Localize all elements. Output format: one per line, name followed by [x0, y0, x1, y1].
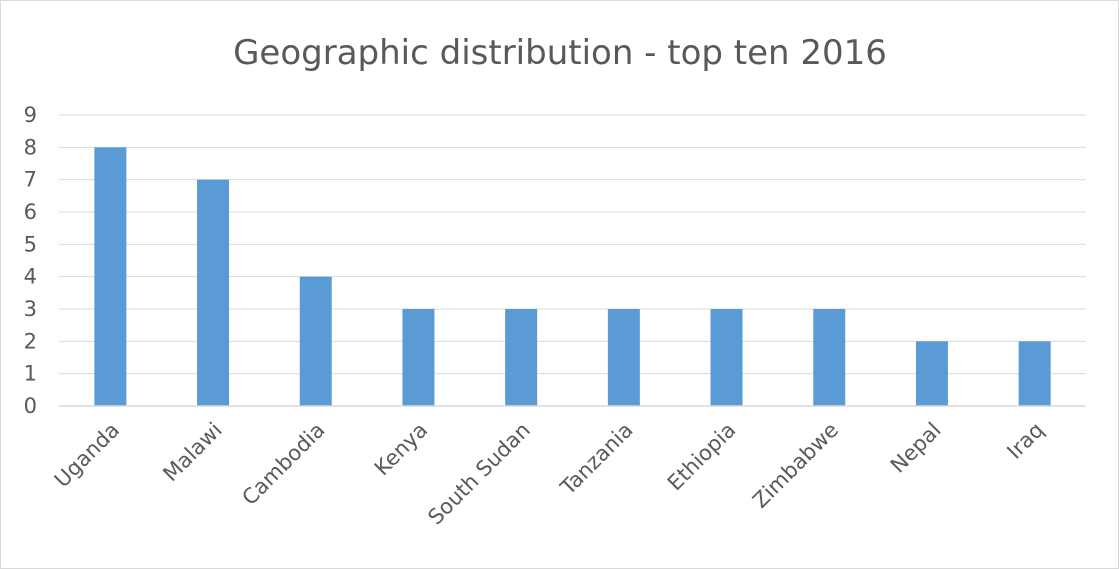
y-tick-label: 0: [24, 394, 37, 418]
y-tick-label: 2: [24, 329, 37, 353]
x-category-label: Ethiopia: [663, 418, 740, 495]
bar-ethiopia: [710, 309, 743, 406]
x-category-label: Uganda: [50, 418, 124, 492]
y-tick-label: 1: [24, 362, 37, 386]
x-category-label: Cambodia: [237, 418, 329, 510]
x-category-label: Kenya: [370, 418, 432, 480]
x-category-label: Zimbabwe: [748, 418, 843, 513]
y-tick-label: 9: [24, 103, 37, 127]
bar-nepal: [915, 341, 948, 406]
x-category-label: Malawi: [158, 418, 226, 486]
bar-iraq: [1018, 341, 1051, 406]
y-tick-label: 7: [24, 168, 37, 192]
gridlines: [59, 114, 1086, 375]
y-tick-label: 6: [24, 200, 37, 224]
x-category-label: South Sudan: [423, 418, 535, 530]
bar-tanzania: [607, 309, 640, 406]
bar-zimbabwe: [813, 309, 846, 406]
y-tick-label: 8: [24, 135, 37, 159]
y-tick-label: 5: [24, 232, 37, 256]
y-tick-label: 4: [24, 265, 37, 289]
y-tick-label: 3: [24, 297, 37, 321]
x-category-label: Nepal: [886, 418, 946, 478]
x-category-label: Tanzania: [555, 418, 637, 500]
bar-cambodia: [299, 276, 332, 406]
y-axis-ticks: 0 1 2 3 4 5 6 7 8 9: [24, 103, 37, 418]
bar-malawi: [197, 179, 230, 406]
bars: [94, 147, 1051, 407]
chart-title: Geographic distribution - top ten 2016: [233, 33, 887, 73]
bar-kenya: [402, 309, 435, 406]
bar-uganda: [94, 147, 127, 407]
x-category-label: Iraq: [1002, 418, 1048, 464]
bar-south-sudan: [505, 309, 538, 406]
